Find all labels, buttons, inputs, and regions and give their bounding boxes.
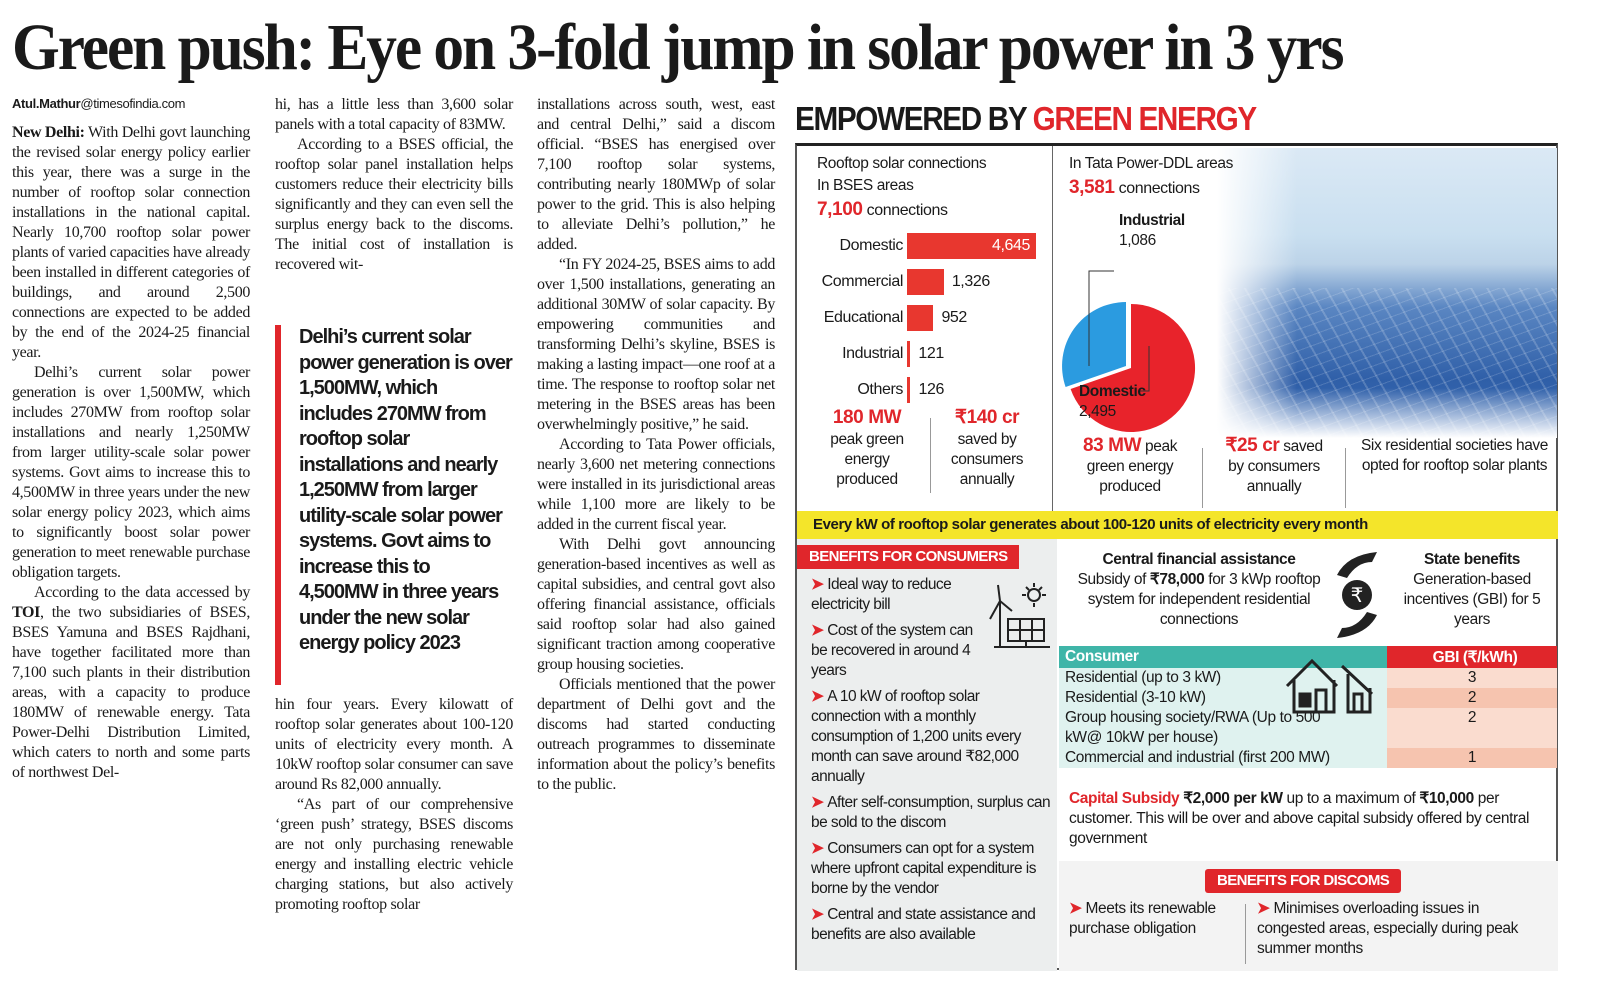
- paragraph: hi, has a little less than 3,600 solar p…: [275, 96, 513, 133]
- pie-slice-industrial: [1062, 302, 1126, 387]
- consumer-benefit: ➤ Cost of the system can be recovered in…: [811, 622, 973, 679]
- paragraph: Officials mentioned that the power depar…: [537, 676, 775, 793]
- tata-stat-savings: ₹25 cr saved by consumers annually: [1225, 435, 1323, 496]
- table-row: Commercial and industrial (first 200 MW)…: [1059, 748, 1557, 768]
- bses-stat-savings: ₹140 cr: [954, 407, 1020, 428]
- table-row: Residential (up to 3 kW) 3: [1059, 668, 1557, 688]
- tata-stat-societies: Six residential societies have opted for…: [1360, 437, 1549, 474]
- state-benefits-text: Generation-based incentives (GBI) for 5 …: [1403, 571, 1541, 628]
- paragraph: With Delhi govt announcing generation-ba…: [537, 536, 775, 673]
- pie-label-industrial: Industrial: [1119, 212, 1185, 229]
- consumer-benefit: ➤ Ideal way to reduce electricity bill: [811, 576, 952, 613]
- bar-label: Commercial: [821, 273, 904, 290]
- houses-icon: [1285, 658, 1374, 714]
- consumer-benefits-list: ➤ Ideal way to reduce electricity bill ➤ …: [811, 575, 1051, 951]
- pie-slice-domestic: [1070, 303, 1196, 432]
- paragraph: hin four years. Every kilowatt of roofto…: [275, 696, 513, 793]
- paragraph: According to a BSES official, the roofto…: [275, 136, 513, 273]
- capital-subsidy: Capital Subsidy ₹2,000 per kW up to a ma…: [1069, 790, 1530, 847]
- article-column-2-continued: hin four years. Every kilowatt of roofto…: [275, 695, 513, 915]
- bses-title: Rooftop solar connections: [817, 155, 987, 172]
- consumer-benefit: ➤ Consumers can opt for a system where u…: [811, 840, 1036, 897]
- bar-value: 4,645: [991, 237, 1030, 254]
- bar: [907, 269, 944, 295]
- central-assistance-title: Central financial assistance: [1102, 551, 1296, 568]
- consumer-benefit: ➤ After self-consumption, surplus can be…: [811, 794, 1051, 831]
- bar-label: Educational: [823, 309, 904, 326]
- bar-label: Industrial: [842, 345, 903, 362]
- pull-quote: Delhi’s current solar power generation i…: [275, 325, 513, 685]
- bses-subtitle: In BSES areas: [817, 177, 914, 194]
- table-row: Group housing society/RWA (Up to 500 kW@…: [1059, 708, 1557, 748]
- rupee-hands-icon: ₹: [1337, 552, 1377, 638]
- paragraph: installations across south, west, east a…: [537, 96, 775, 253]
- solar-panel-photo: [1217, 148, 1557, 438]
- bar-value: 1,326: [951, 273, 990, 290]
- tata-count: 3,581 connections: [1069, 177, 1200, 198]
- bses-stat-mw: 180 MW: [832, 407, 902, 428]
- tata-title: In Tata Power-DDL areas: [1069, 155, 1233, 172]
- bar-label: Others: [857, 381, 903, 398]
- paragraph: “As part of our comprehensive ‘green pus…: [275, 796, 513, 913]
- headline: Green push: Eye on 3-fold jump in solar …: [12, 11, 1344, 84]
- dateline: New Delhi:: [12, 124, 85, 141]
- pie-value-domestic: 2,495: [1079, 403, 1116, 420]
- benefits-for-consumers: BENEFITS FOR CONSUMERS ➤ Ideal way to re…: [797, 539, 1057, 971]
- article-column-1: Atul.Mathur@timesofindia.com New Delhi: …: [12, 95, 250, 783]
- benefits-consumers-tag: BENEFITS FOR CONSUMERS: [797, 545, 1020, 569]
- infographic-box: Rooftop solar connections In BSES areas …: [795, 143, 1558, 971]
- bar-value: 126: [918, 381, 944, 398]
- paragraph: According to the data accessed by TOI, t…: [12, 584, 250, 781]
- state-benefits-title: State benefits: [1423, 551, 1521, 568]
- yellow-banner: Every kW of rooftop solar generates abou…: [797, 511, 1558, 539]
- bar-label: Domestic: [839, 237, 904, 254]
- consumer-benefit: ➤ Central and state assistance and benef…: [811, 906, 1036, 943]
- bar: [907, 233, 1036, 259]
- pie-value-industrial: 1,086: [1119, 232, 1156, 249]
- infographic: EMPOWERED BY GREEN ENERGY Rooftop solar …: [795, 98, 1558, 971]
- bar: [907, 341, 911, 367]
- bar: [907, 305, 934, 331]
- article-column-3: installations across south, west, east a…: [537, 95, 775, 795]
- discom-benefit: ➤ Meets its renewable purchase obligatio…: [1069, 900, 1216, 937]
- byline: Atul.Mathur@timesofindia.com: [12, 96, 186, 111]
- article-column-2: hi, has a little less than 3,600 solar p…: [275, 95, 513, 275]
- paragraph: “In FY 2024-25, BSES aims to add over 1,…: [537, 256, 775, 433]
- benefits-discoms-tag: BENEFITS FOR DISCOMS: [1205, 869, 1402, 893]
- bar-value: 952: [941, 309, 967, 326]
- paragraph: According to Tata Power officials, nearl…: [537, 436, 775, 533]
- wind-solar-icon: [989, 583, 1050, 648]
- bses-stat-mw-label: peak green energy produced: [830, 431, 904, 488]
- bar: [907, 377, 911, 403]
- svg-text:₹: ₹: [1351, 583, 1364, 607]
- paragraph: Delhi’s current solar power generation i…: [12, 364, 250, 581]
- pie-label-domestic: Domestic: [1079, 383, 1146, 400]
- bar-value: 121: [918, 345, 944, 362]
- discom-benefit: ➤ Minimises overloading issues in conges…: [1257, 900, 1518, 957]
- tata-stat-mw: 83 MW peak green energy produced: [1082, 435, 1178, 496]
- bses-count: 7,100 connections: [817, 199, 948, 220]
- bses-stat-savings-label: saved by consumers annually: [950, 431, 1024, 488]
- infographic-title: EMPOWERED BY GREEN ENERGY: [795, 100, 1257, 137]
- consumer-benefit: ➤ A 10 kW of rooftop solar connection wi…: [811, 688, 1021, 785]
- paragraph: New Delhi: With Delhi govt launching the…: [12, 124, 250, 361]
- central-assistance-text: Subsidy of ₹78,000 for 3 kWp rooftop sys…: [1077, 571, 1321, 628]
- tata-pie-chart: [1062, 270, 1196, 432]
